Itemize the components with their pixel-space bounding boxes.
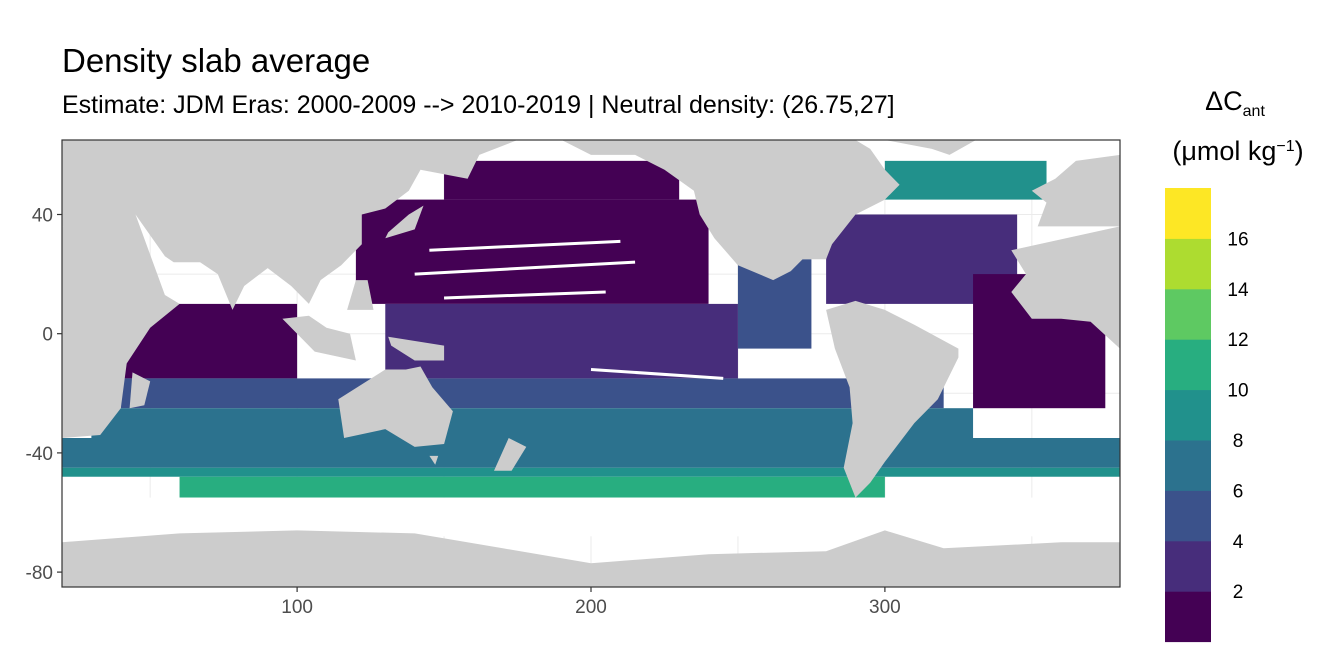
ocean-band [444, 154, 680, 200]
land-north-america [561, 140, 900, 281]
legend-label: 10 [1227, 381, 1248, 402]
ocean-band [91, 408, 974, 438]
missing-data-streak [414, 260, 636, 276]
legend-swatch [1165, 389, 1211, 441]
legend-swatch [1165, 339, 1211, 391]
legend-swatch [1165, 188, 1211, 239]
legend-unit-open: (μmol kg [1172, 136, 1277, 166]
land-new-zealand [494, 438, 527, 471]
ocean-band [62, 438, 1120, 468]
legend-swatch [1165, 490, 1211, 542]
missing-data-streak [444, 290, 606, 300]
legend-label: 12 [1227, 330, 1248, 351]
legend-swatch [1165, 440, 1211, 491]
land-antarctica [62, 530, 1120, 587]
land-australia [338, 366, 453, 447]
land-philippines-borneo [347, 280, 374, 310]
legend-unit: (μmol kg−1) [1158, 136, 1318, 167]
legend-label: 4 [1233, 532, 1244, 553]
y-tick-label: -40 [26, 444, 53, 465]
land-japan [385, 205, 424, 239]
land-masses [62, 140, 1120, 587]
chart-title: Density slab average [62, 42, 371, 79]
land-africa [62, 214, 180, 438]
land-madagascar [129, 372, 151, 409]
land-greenland [884, 140, 976, 155]
land-new-guinea [388, 336, 445, 361]
ocean-band [120, 378, 944, 409]
legend-swatch [1165, 591, 1211, 643]
legend-unit-close: ) [1294, 136, 1304, 166]
colorbar-legend: 2 4 6 8 10 12 14 16 [1165, 188, 1249, 643]
legend-label: 8 [1233, 431, 1244, 452]
map-layer [62, 140, 1120, 587]
legend-label: 16 [1227, 229, 1248, 250]
legend-swatch [1165, 288, 1211, 340]
ocean-band [385, 303, 738, 379]
missing-data-streak [429, 239, 621, 252]
land-africa-west [1011, 226, 1120, 349]
x-tick-label: 200 [575, 597, 607, 618]
legend-swatch [1165, 238, 1211, 290]
legend-title: ΔCant [1165, 86, 1305, 121]
missing-data-streak [590, 367, 724, 380]
land-south-america [826, 300, 959, 498]
legend-label: 2 [1233, 582, 1244, 603]
legend-swatch [1165, 540, 1211, 592]
legend-title-symbol: ΔC [1205, 86, 1243, 116]
y-tick-label: 0 [42, 325, 53, 346]
legend-label: 14 [1227, 280, 1249, 301]
missing-data-southern-band [62, 497, 1120, 537]
legend-unit-superscript: −1 [1276, 138, 1295, 155]
legend-label: 6 [1233, 481, 1244, 502]
land-india-se-asia-islands [282, 315, 356, 361]
x-tick-label: 100 [281, 597, 313, 618]
chart-subtitle: Estimate: JDM Eras: 2000-2009 --> 2010-2… [62, 91, 895, 119]
land-eurasia [62, 140, 518, 310]
ocean-band [179, 476, 885, 498]
legend-title-subscript: ant [1242, 103, 1265, 120]
x-tick-label: 300 [869, 597, 901, 618]
ocean-band [62, 467, 1120, 477]
land-europe-west [1017, 154, 1120, 227]
y-tick-label: 40 [32, 206, 53, 227]
y-tick-label: -80 [26, 563, 53, 584]
land-tasmania [429, 455, 439, 465]
